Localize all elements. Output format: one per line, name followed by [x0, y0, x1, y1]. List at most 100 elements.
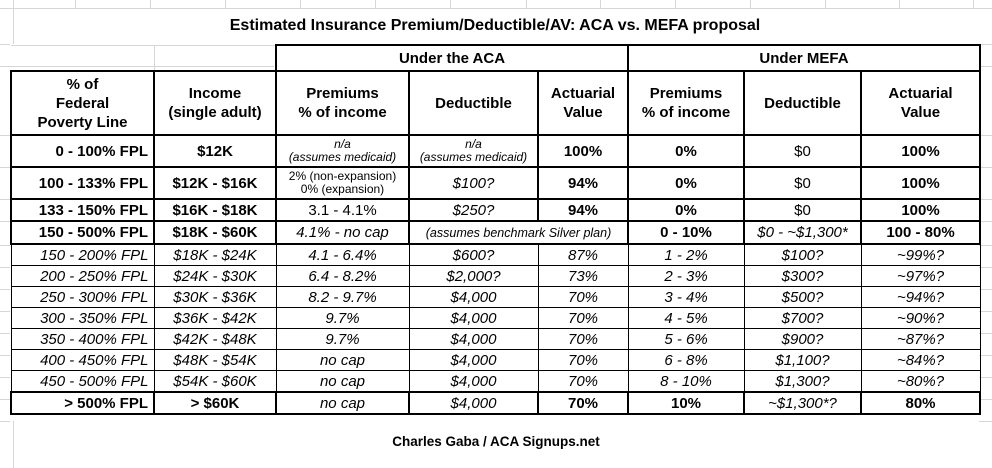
income-cell: $36K - $42K	[153, 307, 277, 329]
fpl-cell: > 500% FPL	[10, 391, 155, 415]
fpl-cell: 250 - 300% FPL	[10, 286, 155, 308]
table-row: 450 - 500% FPL $54K - $60K no cap $4,000…	[10, 370, 981, 393]
mefa-av-cell: 100%	[859, 198, 982, 222]
mefa-deductible-cell: $0	[743, 198, 862, 222]
aca-premiums-cell: 3.1 - 4.1%	[275, 198, 410, 222]
table-row: 200 - 250% FPL $24K - $30K 6.4 - 8.2% $2…	[10, 265, 981, 287]
table-row: 0 - 100% FPL $12K n/a (assumes medicaid)…	[10, 134, 982, 168]
aca-premiums-cell: no cap	[275, 349, 410, 371]
mefa-premiums-cell: 3 - 4%	[627, 286, 745, 308]
aca-av-cell: 94%	[537, 198, 629, 222]
aca-deductible-cell: n/a (assumes medicaid)	[408, 134, 539, 168]
mefa-av-cell: 100 - 80%	[859, 220, 982, 245]
aca-deductible-cell: $250?	[408, 198, 539, 222]
premium-comparison-table: Under the ACA Under MEFA % of Federal Po…	[10, 44, 982, 415]
table-row: 100 - 133% FPL $12K - $16K 2% (non-expan…	[10, 166, 982, 200]
table-row: 150 - 200% FPL $18K - $24K 4.1 - 6.4% $6…	[10, 243, 981, 266]
aca-deductible-cell: $4,000	[408, 328, 539, 350]
aca-deductible-cell: $4,000	[408, 286, 539, 308]
mefa-av-cell: ~80%?	[860, 370, 981, 393]
col-header-aca-premiums: Premiums % of income	[275, 70, 410, 136]
empty-cell	[11, 44, 155, 71]
mefa-premiums-cell: 8 - 10%	[627, 370, 745, 393]
income-cell: $54K - $60K	[153, 370, 277, 393]
mefa-premiums-cell: 4 - 5%	[627, 307, 745, 329]
mefa-av-cell: ~99%?	[860, 243, 981, 266]
aca-deductible-cell: $4,000	[408, 391, 539, 415]
mefa-premiums-cell: 1 - 2%	[627, 243, 745, 266]
mefa-premiums-cell: 0 - 10%	[627, 220, 745, 245]
column-header-row: % of Federal Poverty Line Income (single…	[10, 70, 982, 136]
aca-deductible-cell: $100?	[408, 166, 539, 200]
table-row: 150 - 500% FPL $18K - $60K 4.1% - no cap…	[10, 220, 982, 245]
fpl-cell: 0 - 100% FPL	[10, 134, 155, 168]
table-row: 350 - 400% FPL $42K - $48K 9.7% $4,000 7…	[10, 328, 981, 350]
fpl-cell: 150 - 200% FPL	[10, 243, 155, 266]
mefa-deductible-cell: $900?	[743, 328, 862, 350]
table-row: > 500% FPL > $60K no cap $4,000 70% 10% …	[10, 391, 982, 415]
mefa-premiums-cell: 2 - 3%	[627, 265, 745, 287]
mefa-deductible-cell: $1,300?	[743, 370, 862, 393]
mefa-deductible-cell: $700?	[743, 307, 862, 329]
aca-av-cell: 70%	[537, 349, 629, 371]
aca-av-cell: 94%	[537, 166, 629, 200]
mefa-deductible-cell: $0	[743, 134, 862, 168]
aca-av-cell: 87%	[537, 243, 629, 266]
col-header-mefa-deductible: Deductible	[743, 70, 862, 136]
aca-premiums-cell: no cap	[275, 370, 410, 393]
empty-cell	[154, 44, 277, 71]
fpl-cell: 100 - 133% FPL	[10, 166, 155, 200]
aca-premiums-cell: n/a (assumes medicaid)	[275, 134, 410, 168]
mefa-av-cell: ~87%?	[860, 328, 981, 350]
aca-premiums-cell: 9.7%	[275, 307, 410, 329]
mefa-deductible-cell: ~$1,300*?	[743, 391, 862, 415]
aca-deductible-cell: $2,000?	[408, 265, 539, 287]
fpl-cell: 300 - 350% FPL	[10, 307, 155, 329]
aca-deductible-cell: $4,000	[408, 307, 539, 329]
mefa-av-cell: ~97%?	[860, 265, 981, 287]
mefa-premiums-cell: 10%	[627, 391, 745, 415]
aca-premiums-cell: 6.4 - 8.2%	[275, 265, 410, 287]
aca-av-cell: 70%	[537, 286, 629, 308]
aca-premiums-cell: 4.1% - no cap	[275, 220, 410, 245]
income-cell: $42K - $48K	[153, 328, 277, 350]
fpl-cell: 400 - 450% FPL	[10, 349, 155, 371]
aca-av-cell: 100%	[537, 134, 629, 168]
mefa-deductible-cell: $100?	[743, 243, 862, 266]
table-title: Estimated Insurance Premium/Deductible/A…	[229, 17, 761, 34]
income-cell: $12K - $16K	[153, 166, 277, 200]
mefa-av-cell: 80%	[859, 391, 982, 415]
aca-deductible-cell: $4,000	[408, 349, 539, 371]
income-cell: $12K	[153, 134, 277, 168]
table-row: 300 - 350% FPL $36K - $42K 9.7% $4,000 7…	[10, 307, 981, 329]
aca-deductible-cell: $4,000	[408, 370, 539, 393]
mefa-av-cell: ~94%?	[860, 286, 981, 308]
aca-premiums-cell: 9.7%	[275, 328, 410, 350]
aca-deductible-cell: $600?	[408, 243, 539, 266]
col-header-aca-av: Actuarial Value	[537, 70, 629, 136]
mefa-deductible-cell: $500?	[743, 286, 862, 308]
aca-av-cell: 73%	[537, 265, 629, 287]
col-header-fpl: % of Federal Poverty Line	[10, 70, 155, 136]
aca-premiums-cell: 2% (non-expansion) 0% (expansion)	[275, 166, 410, 200]
aca-av-cell: 70%	[537, 391, 629, 415]
mefa-deductible-cell: $300?	[743, 265, 862, 287]
fpl-cell: 133 - 150% FPL	[10, 198, 155, 222]
mefa-av-cell: ~90%?	[860, 307, 981, 329]
income-cell: $18K - $24K	[153, 243, 277, 266]
income-cell: $48K - $54K	[153, 349, 277, 371]
income-cell: $24K - $30K	[153, 265, 277, 287]
group-header-aca: Under the ACA	[275, 44, 629, 72]
col-header-aca-deductible: Deductible	[408, 70, 539, 136]
fpl-cell: 200 - 250% FPL	[10, 265, 155, 287]
credit-line: Charles Gaba / ACA Signups.net	[392, 434, 600, 449]
income-cell: $18K - $60K	[153, 220, 277, 245]
mefa-premiums-cell: 5 - 6%	[627, 328, 745, 350]
fpl-cell: 150 - 500% FPL	[10, 220, 155, 245]
aca-av-cell: 70%	[537, 307, 629, 329]
aca-premiums-cell: no cap	[275, 391, 410, 415]
table-row: 400 - 450% FPL $48K - $54K no cap $4,000…	[10, 349, 981, 371]
income-cell: > $60K	[153, 391, 277, 415]
mefa-premiums-cell: 0%	[627, 166, 745, 200]
aca-av-cell: 70%	[537, 370, 629, 393]
